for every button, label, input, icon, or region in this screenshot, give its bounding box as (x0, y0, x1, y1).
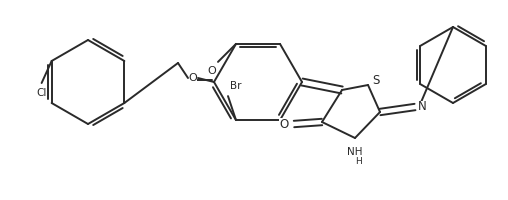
Text: NH: NH (347, 147, 363, 157)
Text: Cl: Cl (37, 88, 47, 98)
Text: O: O (208, 66, 216, 76)
Text: Br: Br (230, 81, 241, 91)
Text: S: S (372, 74, 379, 88)
Text: H: H (356, 156, 362, 166)
Text: O: O (279, 117, 289, 130)
Text: O: O (188, 73, 198, 83)
Text: N: N (418, 100, 426, 114)
